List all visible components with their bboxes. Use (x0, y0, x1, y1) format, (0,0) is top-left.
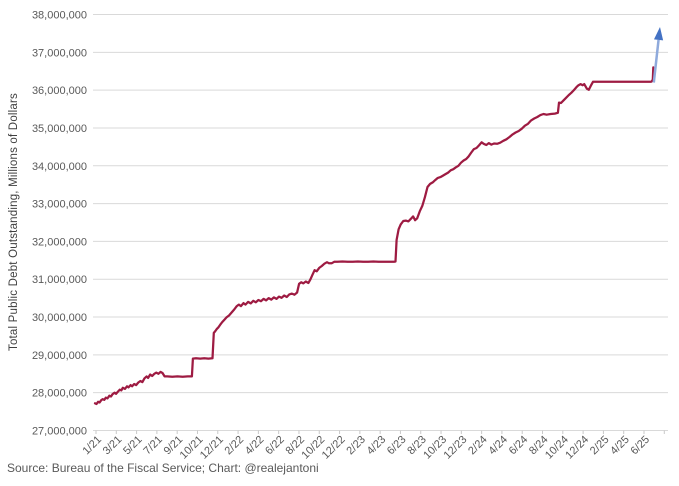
x-tick-label: 7/21 (141, 434, 165, 458)
x-tick-label: 6/25 (628, 434, 652, 458)
projection-arrow-head (653, 26, 664, 41)
projection-arrow-shaft (652, 39, 660, 83)
y-tick-label: 33,000,000 (32, 199, 87, 211)
y-tick-label: 35,000,000 (32, 123, 87, 135)
x-tick-label: 4/22 (243, 434, 267, 458)
x-tick-label: 6/24 (507, 434, 531, 458)
y-axis-title: Total Public Debt Outstanding, Millions … (8, 92, 20, 352)
x-tick-label: 12/21 (198, 434, 226, 462)
x-tick-label: 2/22 (223, 434, 247, 458)
x-tick-label: 5/21 (121, 434, 145, 458)
x-tick-label: 3/21 (101, 434, 125, 458)
y-tick-label: 28,000,000 (32, 388, 87, 400)
y-tick-label: 31,000,000 (32, 274, 87, 286)
debt-line (93, 66, 655, 406)
x-tick-label: 2/25 (588, 434, 612, 458)
y-tick-label: 37,000,000 (32, 47, 87, 59)
y-tick-label: 38,000,000 (32, 10, 87, 22)
x-tick-label: 6/23 (385, 434, 409, 458)
y-tick-label: 36,000,000 (32, 85, 87, 97)
x-tick-label: 12/24 (563, 434, 591, 462)
x-tick-label: 4/25 (608, 434, 632, 458)
source-note: Source: Bureau of the Fiscal Service; Ch… (7, 461, 319, 475)
y-tick-label: 27,000,000 (32, 426, 87, 438)
y-tick-label: 29,000,000 (32, 350, 87, 362)
x-tick-label: 2/24 (466, 434, 490, 458)
x-tick-label: 4/24 (486, 434, 510, 458)
x-tick-label: 12/22 (320, 434, 348, 462)
y-tick-label: 34,000,000 (32, 161, 87, 173)
y-tick-label: 30,000,000 (32, 312, 87, 324)
x-tick-label: 12/23 (442, 434, 470, 462)
y-tick-label: 32,000,000 (32, 236, 87, 248)
x-tick-label: 2/23 (344, 434, 368, 458)
x-tick-label: 6/22 (263, 434, 287, 458)
x-tick-label: 4/23 (365, 434, 389, 458)
